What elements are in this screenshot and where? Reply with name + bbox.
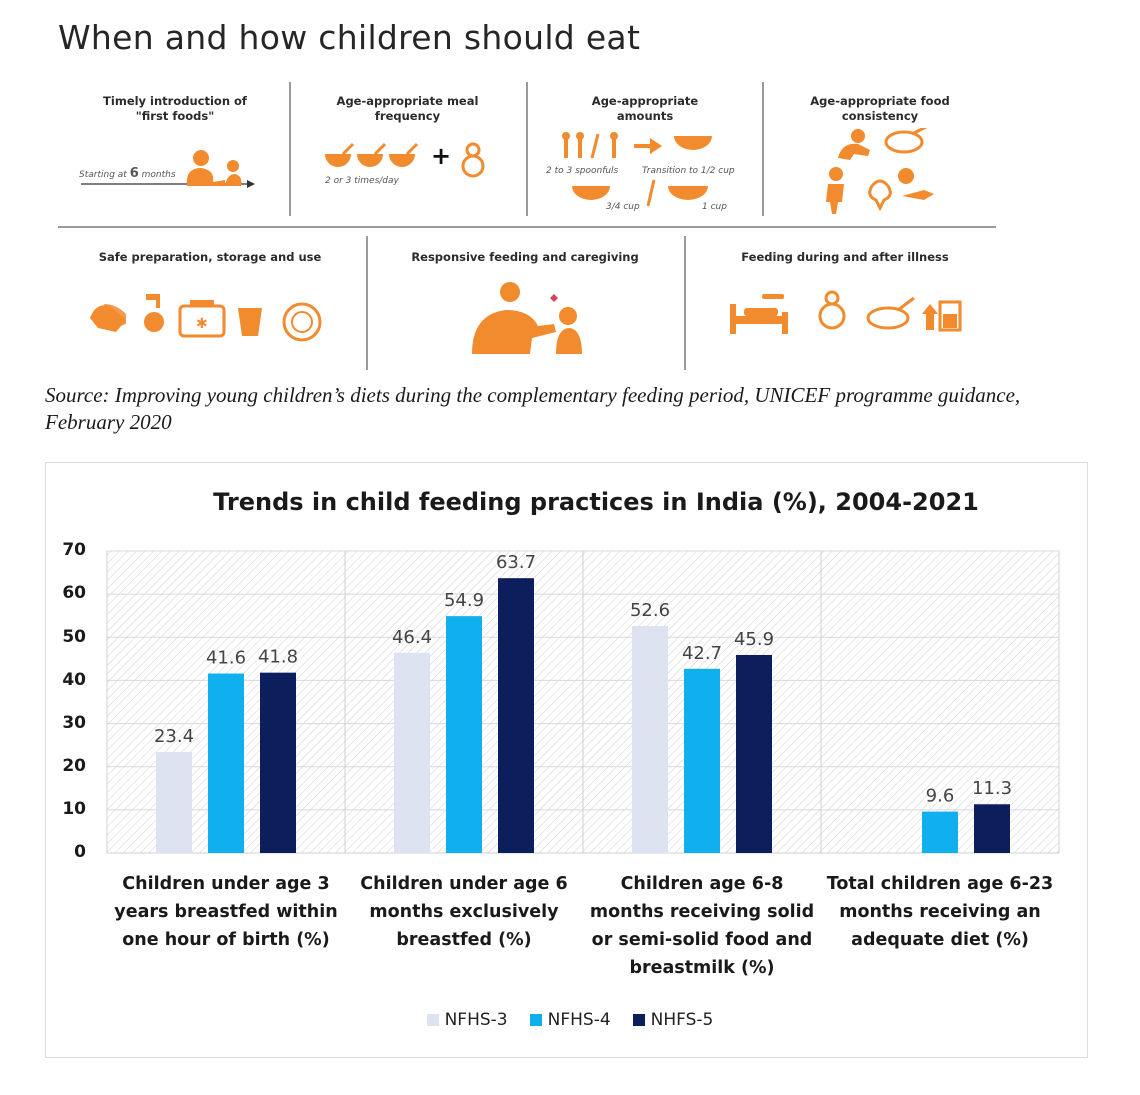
category-label: Total children age 6-23 months receiving… [826,874,1054,950]
legend: NFHS-3 NFHS-4 NHFS-5 [0,1010,1140,1030]
legend-item: NFHS-4 [529,1010,611,1030]
panel-title: Responsive feeding and caregiving [411,250,639,264]
frequency-caption: 2 or 3 times/day [325,176,399,186]
panel-timely-introduction: Timely introduction of "first foods" Sta… [75,92,275,212]
y-tick-label: 10 [62,799,86,819]
separator [684,236,686,370]
chart-frame [45,462,1088,1058]
legend-label: NFHS-3 [444,1010,508,1030]
crawling-baby-icon [826,128,934,214]
category-label: Children under age 3 years breastfed wit… [114,874,338,950]
infographic-title: When and how children should eat [58,18,641,57]
y-tick-label: 0 [74,842,86,862]
panel-title: Age-appropriate food consistency [810,94,950,123]
separator [58,226,996,228]
legend-item: NHFS-5 [632,1010,714,1030]
panel-meal-frequency: Age-appropriate meal frequency + 2 or 3 … [305,92,510,212]
category-label: Children age 6-8 months receiving solid … [589,874,815,978]
panel-title: Age-appropriate amounts [591,94,699,123]
spoon-icon [562,132,712,207]
y-tick-label: 70 [62,540,86,560]
y-tick-label: 40 [62,670,86,690]
separator [526,82,528,216]
separator [762,82,764,216]
feeding-adult-child-icon [81,150,255,188]
panel-amounts: Age-appropriate amounts 2 to 3 spoonfuls… [540,92,750,217]
three-quarter-cup-caption: 3/4 cup [606,202,640,212]
panel-title: Timely introduction of "first foods" [103,94,247,123]
legend-swatch [529,1014,542,1026]
panel-consistency: Age-appropriate food consistency [780,92,980,217]
panel-safe-preparation: Safe preparation, storage and use ✱ [70,248,350,358]
sick-bed-icon [730,290,962,334]
legend-item: NFHS-3 [426,1010,508,1030]
separator [366,236,368,370]
chart-title: Trends in child feeding practices in Ind… [213,488,979,516]
bowl-icon: + [325,142,485,178]
spoonfuls-caption: 2 to 3 spoonfuls [546,166,619,176]
half-cup-caption: Transition to 1/2 cup [642,166,735,176]
svg-text:✱: ✱ [196,315,208,331]
source-citation: Source: Improving young children’s diets… [45,383,1021,434]
legend-swatch [426,1014,439,1026]
panel-illness: Feeding during and after illness [700,248,990,358]
y-tick-label: 30 [62,713,86,733]
panel-title: Feeding during and after illness [741,250,949,264]
legend-label: NHFS-5 [650,1010,714,1030]
svg-text:+: + [431,142,451,170]
one-cup-caption: 1 cup [702,202,727,212]
panel-responsive-feeding: Responsive feeding and caregiving [380,248,670,358]
caregiver-feeding-icon [472,282,582,354]
separator [289,82,291,216]
category-label: Children under age 6 months exclusively … [360,874,568,950]
y-tick-label: 60 [62,583,86,603]
y-tick-label: 50 [62,627,86,647]
handwash-icon: ✱ [90,294,322,342]
starting-caption: Starting at 6 months [79,166,176,181]
legend-swatch [632,1014,645,1026]
panel-title: Age-appropriate meal frequency [336,94,479,123]
legend-label: NFHS-4 [547,1010,611,1030]
panel-title: Safe preparation, storage and use [98,250,322,264]
y-tick-label: 20 [62,756,86,776]
